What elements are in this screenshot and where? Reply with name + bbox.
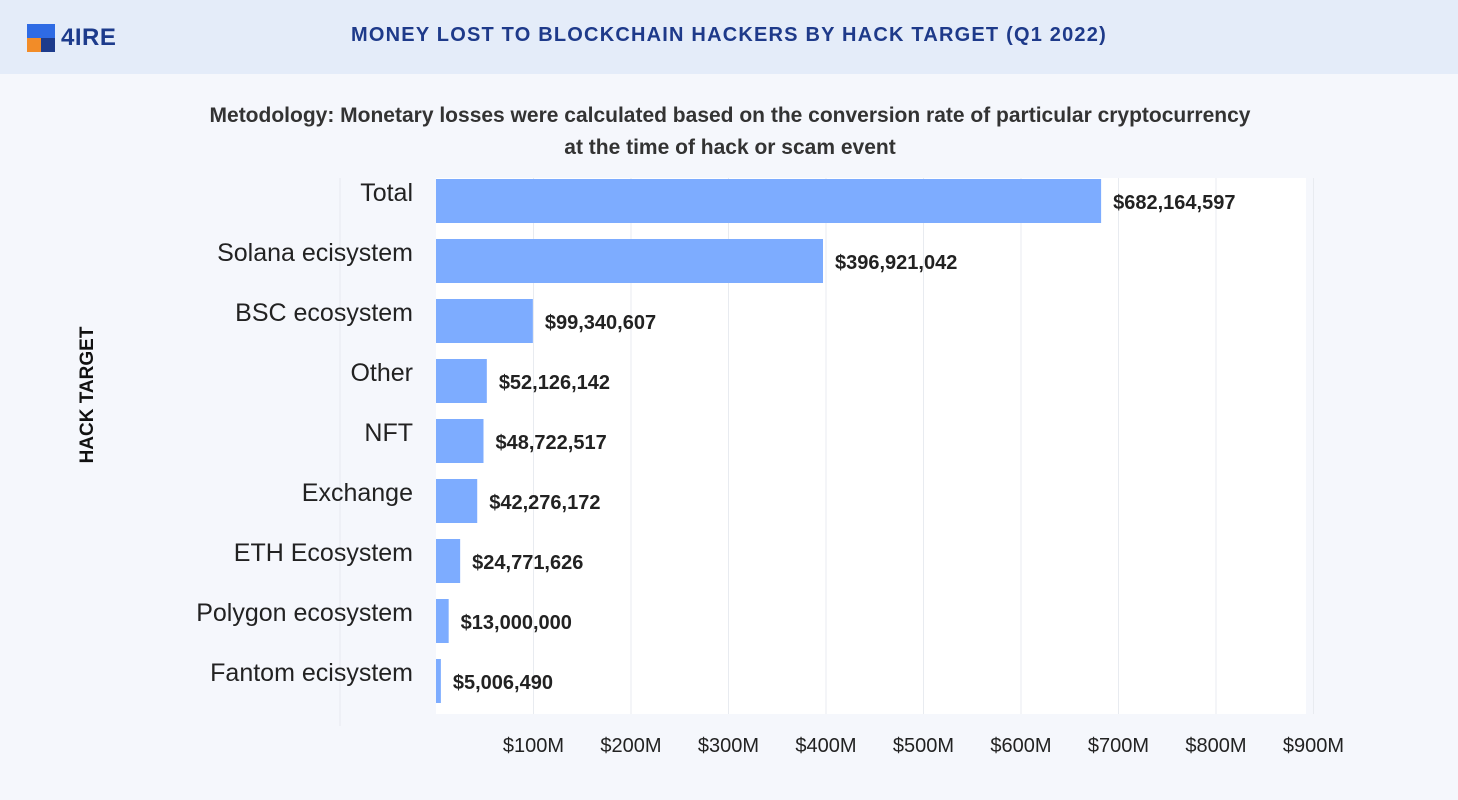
value-label: $396,921,042 — [835, 252, 957, 274]
header-bar: 4IRE MONEY LOST TO BLOCKCHAIN HACKERS BY… — [0, 0, 1458, 74]
x-tick-label: $600M — [990, 735, 1051, 757]
category-label: ETH Ecosystem — [234, 539, 413, 567]
value-label: $24,771,626 — [472, 552, 583, 574]
category-label: Total — [360, 179, 413, 207]
value-label: $5,006,490 — [453, 672, 553, 694]
bars — [436, 179, 1102, 703]
x-tick-label: $400M — [795, 735, 856, 757]
category-label: Other — [350, 359, 413, 387]
chart-subtitle: Metodology: Monetary losses were calcula… — [209, 104, 1251, 159]
category-label: BSC ecosystem — [235, 299, 413, 327]
x-tick-label: $900M — [1283, 735, 1344, 757]
x-tick-label: $800M — [1185, 735, 1246, 757]
value-label: $52,126,142 — [499, 372, 610, 394]
category-labels: Total Solana ecisystem BSC ecosystem Other N… — [196, 179, 413, 687]
value-labels: $682,164,597 $396,921,042 $99,340,607 $52,1… — [453, 192, 1236, 694]
x-tick-labels: $100M $200M $300M $400M $500M $600M $700M $800M… — [503, 735, 1344, 757]
logo: 4IRE — [27, 24, 116, 52]
bar — [436, 659, 441, 703]
category-label: Polygon ecosystem — [196, 599, 413, 627]
x-tick-label: $200M — [600, 735, 661, 757]
logo-icon — [27, 24, 55, 52]
bar — [436, 239, 823, 283]
category-label: Fantom ecisystem — [210, 659, 413, 687]
x-tick-label: $700M — [1088, 735, 1149, 757]
category-label: Solana ecisystem — [217, 239, 413, 267]
value-label: $682,164,597 — [1113, 192, 1235, 214]
bar — [436, 359, 487, 403]
value-label: $99,340,607 — [545, 312, 656, 334]
bar — [436, 419, 484, 463]
logo-text: 4IRE — [61, 24, 117, 51]
bar — [436, 299, 533, 343]
bar — [436, 599, 449, 643]
x-tick-label: $500M — [893, 735, 954, 757]
x-tick-label: $300M — [698, 735, 759, 757]
x-tick-label: $100M — [503, 735, 564, 757]
bar — [436, 539, 461, 583]
value-label: $13,000,000 — [461, 612, 572, 634]
value-label: $42,276,172 — [489, 492, 600, 514]
page-title: MONEY LOST TO BLOCKCHAIN HACKERS BY HACK… — [351, 24, 1107, 46]
category-label: NFT — [364, 419, 413, 447]
bar — [436, 479, 478, 523]
bar — [436, 179, 1102, 223]
category-label: Exchange — [302, 479, 413, 507]
value-label: $48,722,517 — [496, 432, 607, 454]
